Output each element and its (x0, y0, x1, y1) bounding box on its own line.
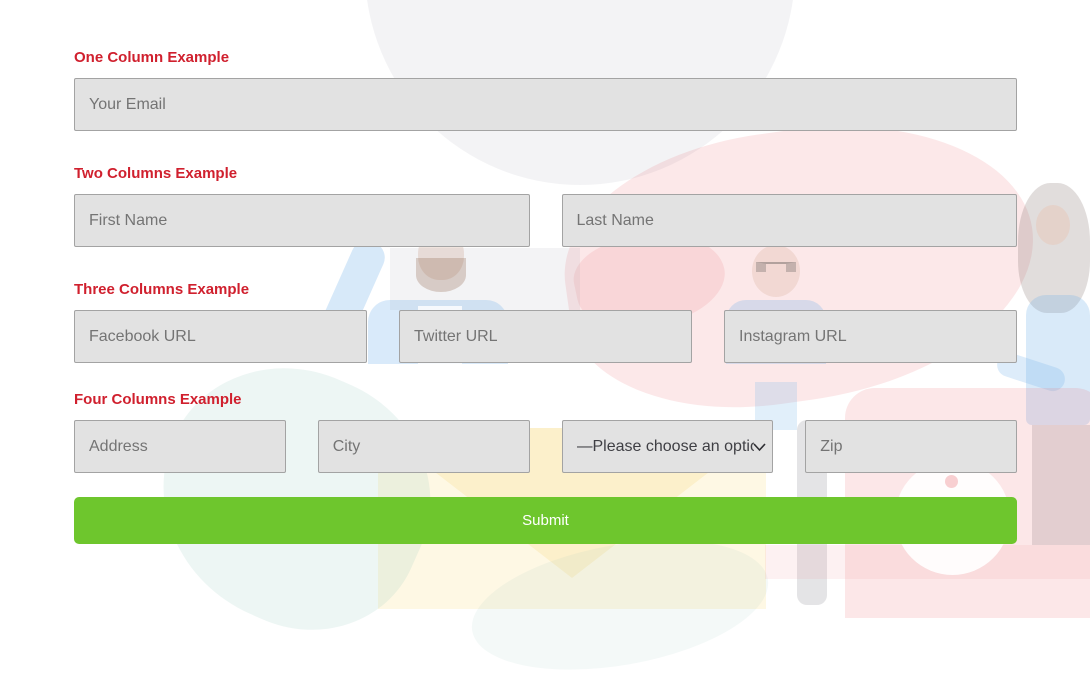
section-heading-two-columns: Two Columns Example (74, 165, 238, 182)
instagram-url-field[interactable] (724, 310, 1017, 363)
address-field[interactable] (74, 420, 286, 473)
section-two-columns: Two Columns Example (74, 166, 1017, 247)
bg-woman-top (1026, 295, 1090, 425)
zip-field[interactable] (805, 420, 1017, 473)
bg-pink-band (765, 545, 1090, 579)
bg-teal-leaf-2 (461, 519, 779, 690)
state-select-wrapper: —Please choose an option— (561, 420, 774, 473)
city-field[interactable] (317, 420, 530, 473)
form-row (74, 310, 1017, 363)
email-field[interactable] (74, 78, 1017, 131)
bg-woman-hair (1018, 183, 1090, 313)
section-three-columns: Three Columns Example (74, 282, 1017, 363)
first-name-field[interactable] (74, 194, 530, 247)
facebook-url-field[interactable] (74, 310, 367, 363)
bg-woman-skirt (1032, 425, 1090, 545)
form-row (74, 78, 1017, 131)
form-row: —Please choose an option— (74, 420, 1017, 473)
last-name-field[interactable] (561, 194, 1017, 247)
twitter-url-field[interactable] (399, 310, 692, 363)
section-heading-three-columns: Three Columns Example (74, 281, 250, 298)
submit-button[interactable]: Submit (74, 497, 1017, 544)
subscription-form: One Column Example Two Columns Example T… (74, 50, 1017, 544)
bg-woman-face (1036, 205, 1070, 245)
form-row (74, 194, 1017, 247)
section-four-columns: Four Columns Example —Please choose an o… (74, 392, 1017, 473)
section-heading-one-column: One Column Example (74, 49, 230, 66)
section-one-column: One Column Example (74, 50, 1017, 131)
section-heading-four-columns: Four Columns Example (74, 391, 242, 408)
state-select[interactable]: —Please choose an option— (561, 420, 774, 473)
